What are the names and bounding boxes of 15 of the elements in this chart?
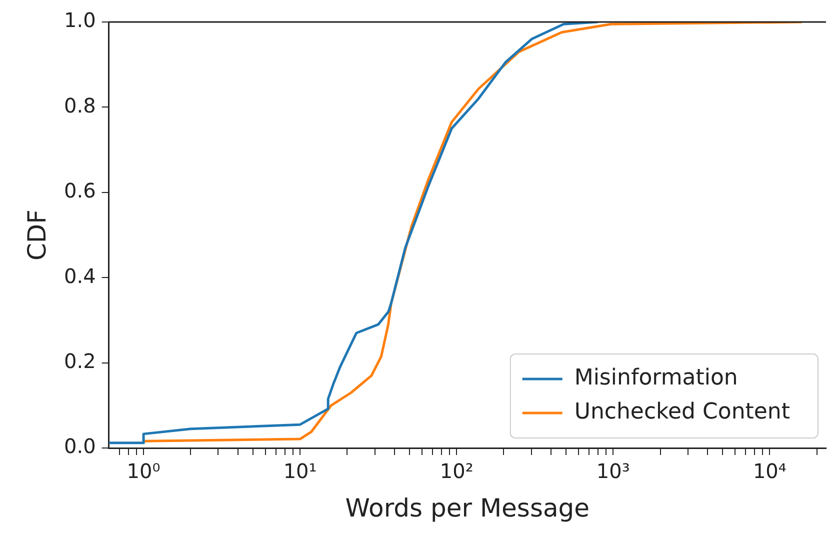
y-tick-label: 0.4 xyxy=(64,264,96,288)
x-tick-label: 10³ xyxy=(596,459,630,484)
y-tick-label: 0.8 xyxy=(64,93,96,118)
x-axis-title: Words per Message xyxy=(345,494,590,522)
y-axis-title: CDF xyxy=(22,209,52,261)
x-tick-label: 10⁴ xyxy=(752,459,786,484)
x-tick-label: 10¹ xyxy=(283,459,317,484)
legend-label: Unchecked Content xyxy=(574,400,790,425)
y-tick-label: 0.0 xyxy=(64,434,96,458)
y-tick-label: 1.0 xyxy=(64,8,96,32)
y-tick-label: 0.6 xyxy=(64,178,96,203)
x-tick-label: 10⁰ xyxy=(126,459,160,484)
x-tick-label: 10² xyxy=(440,459,474,484)
y-tick-label: 0.2 xyxy=(64,349,96,374)
legend-label: Misinformation xyxy=(574,366,738,391)
